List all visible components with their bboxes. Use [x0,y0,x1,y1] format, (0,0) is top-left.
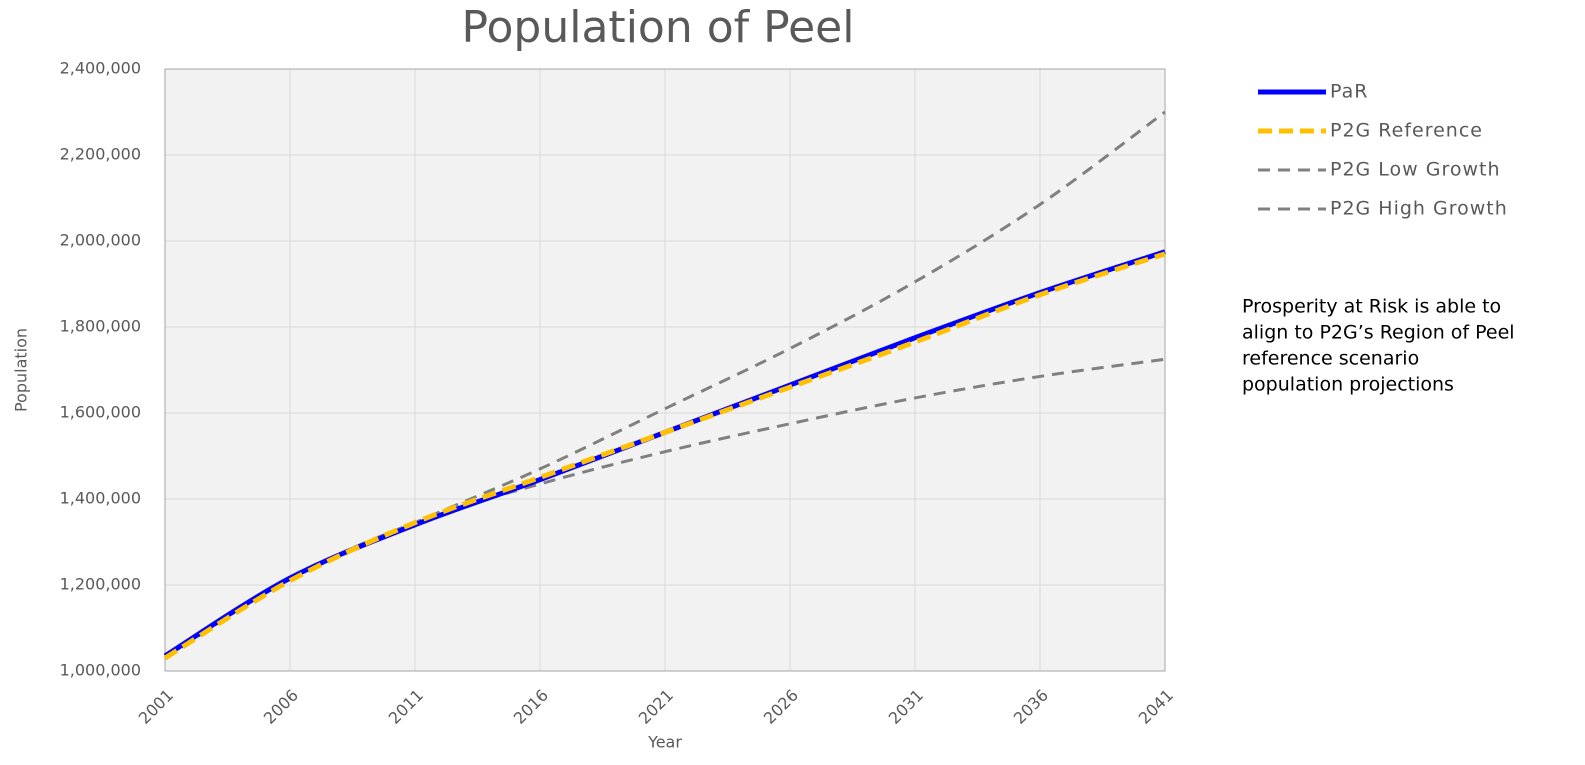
y-tick-label: 1,000,000 [60,661,141,680]
y-tick-label: 2,400,000 [60,59,141,78]
annotation: Prosperity at Risk is able to [1242,296,1501,318]
x-tick-label: 2021 [635,686,677,728]
legend-label: P2G Low Growth [1330,159,1501,181]
y-axis-label: Population [12,328,31,412]
y-tick-label: 2,200,000 [60,145,141,164]
chart-title: Population of Peel [462,2,855,53]
x-tick-label: 2001 [135,686,177,728]
x-tick-label: 2011 [385,686,427,728]
x-tick-label: 2031 [885,686,927,728]
x-axis-label: Year [647,733,682,752]
plot-border [164,68,1166,672]
x-tick-label: 2016 [510,686,552,728]
x-tick-label: 2026 [760,686,802,728]
annotation: population projections [1242,374,1454,396]
annotation: reference scenario [1242,348,1419,370]
y-tick-label: 1,200,000 [60,575,141,594]
y-tick-label: 1,400,000 [60,489,141,508]
series-line [163,251,1166,661]
legend-label: P2G High Growth [1330,198,1508,220]
legend-label: P2G Reference [1330,120,1483,142]
x-tick-label: 2036 [1010,686,1052,728]
legend-label: PaR [1330,81,1368,103]
y-tick-label: 1,600,000 [60,403,141,422]
x-tick-label: 2006 [260,686,302,728]
annotation: align to P2G’s Region of Peel [1242,322,1515,344]
y-tick-label: 1,800,000 [60,317,141,336]
x-tick-label: 2041 [1135,686,1177,728]
y-tick-label: 2,000,000 [60,231,141,250]
